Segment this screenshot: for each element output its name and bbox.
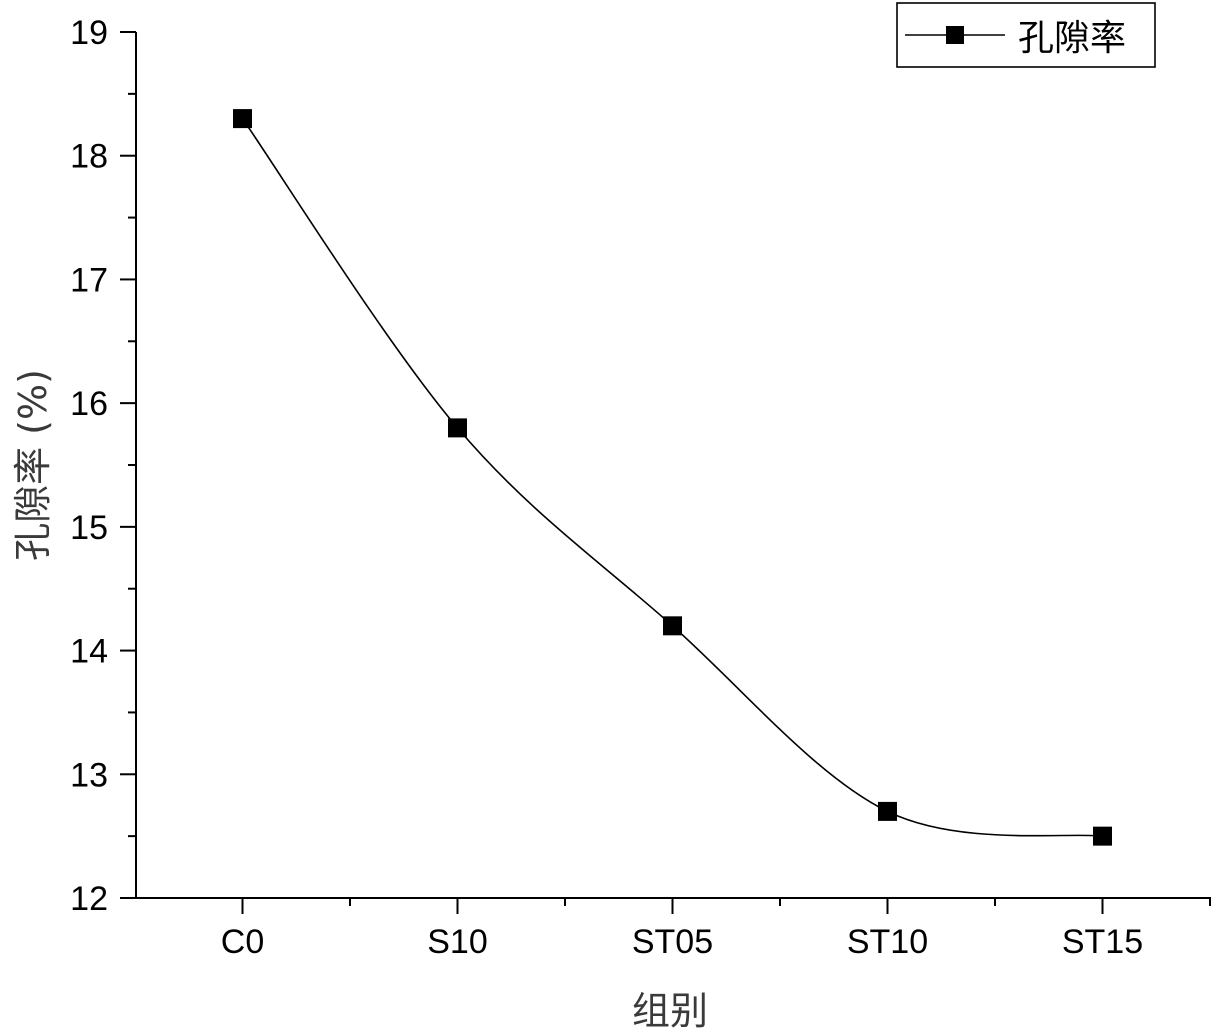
y-tick-label: 18	[70, 138, 108, 176]
x-axis-ticks: C0 S10 ST05 ST10 ST15	[221, 898, 1211, 961]
data-point	[233, 109, 252, 129]
y-tick-label: 15	[70, 509, 108, 547]
data-point	[878, 801, 897, 821]
series-line	[241, 118, 1103, 837]
x-tick-label: ST10	[847, 923, 928, 961]
data-point	[1093, 826, 1112, 846]
y-tick-label: 16	[70, 385, 108, 423]
y-tick-label: 13	[70, 756, 108, 794]
legend-label: 孔隙率	[1018, 18, 1126, 59]
axes	[135, 32, 1211, 899]
legend-marker	[946, 26, 964, 44]
x-tick-label: S10	[427, 923, 488, 961]
y-tick-label: 17	[70, 261, 108, 299]
y-tick-label: 19	[70, 14, 108, 52]
data-point	[448, 418, 467, 438]
data-point	[663, 616, 682, 636]
x-tick-label: C0	[221, 923, 264, 961]
y-axis-title: 孔隙率 (%)	[11, 369, 55, 561]
y-tick-label: 12	[70, 880, 108, 918]
x-tick-label: ST15	[1062, 923, 1143, 961]
legend: 孔隙率	[896, 2, 1156, 68]
x-axis-title: 组别	[632, 989, 708, 1033]
series-markers	[233, 109, 1112, 846]
y-axis-ticks: 12 13 14 15 16 17 18 19	[70, 14, 136, 918]
y-tick-label: 14	[70, 633, 108, 671]
x-tick-label: ST05	[632, 923, 713, 961]
